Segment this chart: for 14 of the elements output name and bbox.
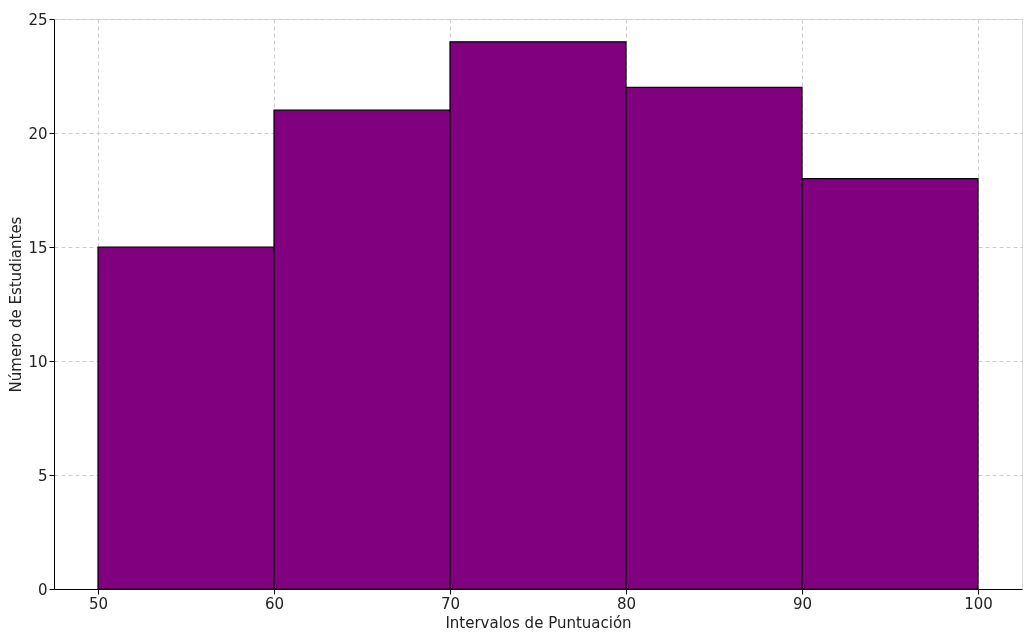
x-tick-label: 100 [964,594,993,613]
x-axis-title: Intervalos de Puntuación [445,613,632,632]
x-tick-label: 80 [616,594,637,613]
y-tick-label: 5 [37,466,48,485]
x-tick-label: 90 [792,594,813,613]
y-tick-label: 25 [28,10,48,29]
y-tick-label: 15 [28,238,48,257]
x-tick-label: 60 [264,594,285,613]
y-axis-title: Número de Estudiantes [7,216,26,393]
y-tick-label: 10 [28,352,48,371]
y-tick-label: 0 [37,580,48,599]
x-tick-label: 50 [88,594,109,613]
x-tick-label: 70 [440,594,461,613]
y-tick-label: 20 [28,124,48,143]
